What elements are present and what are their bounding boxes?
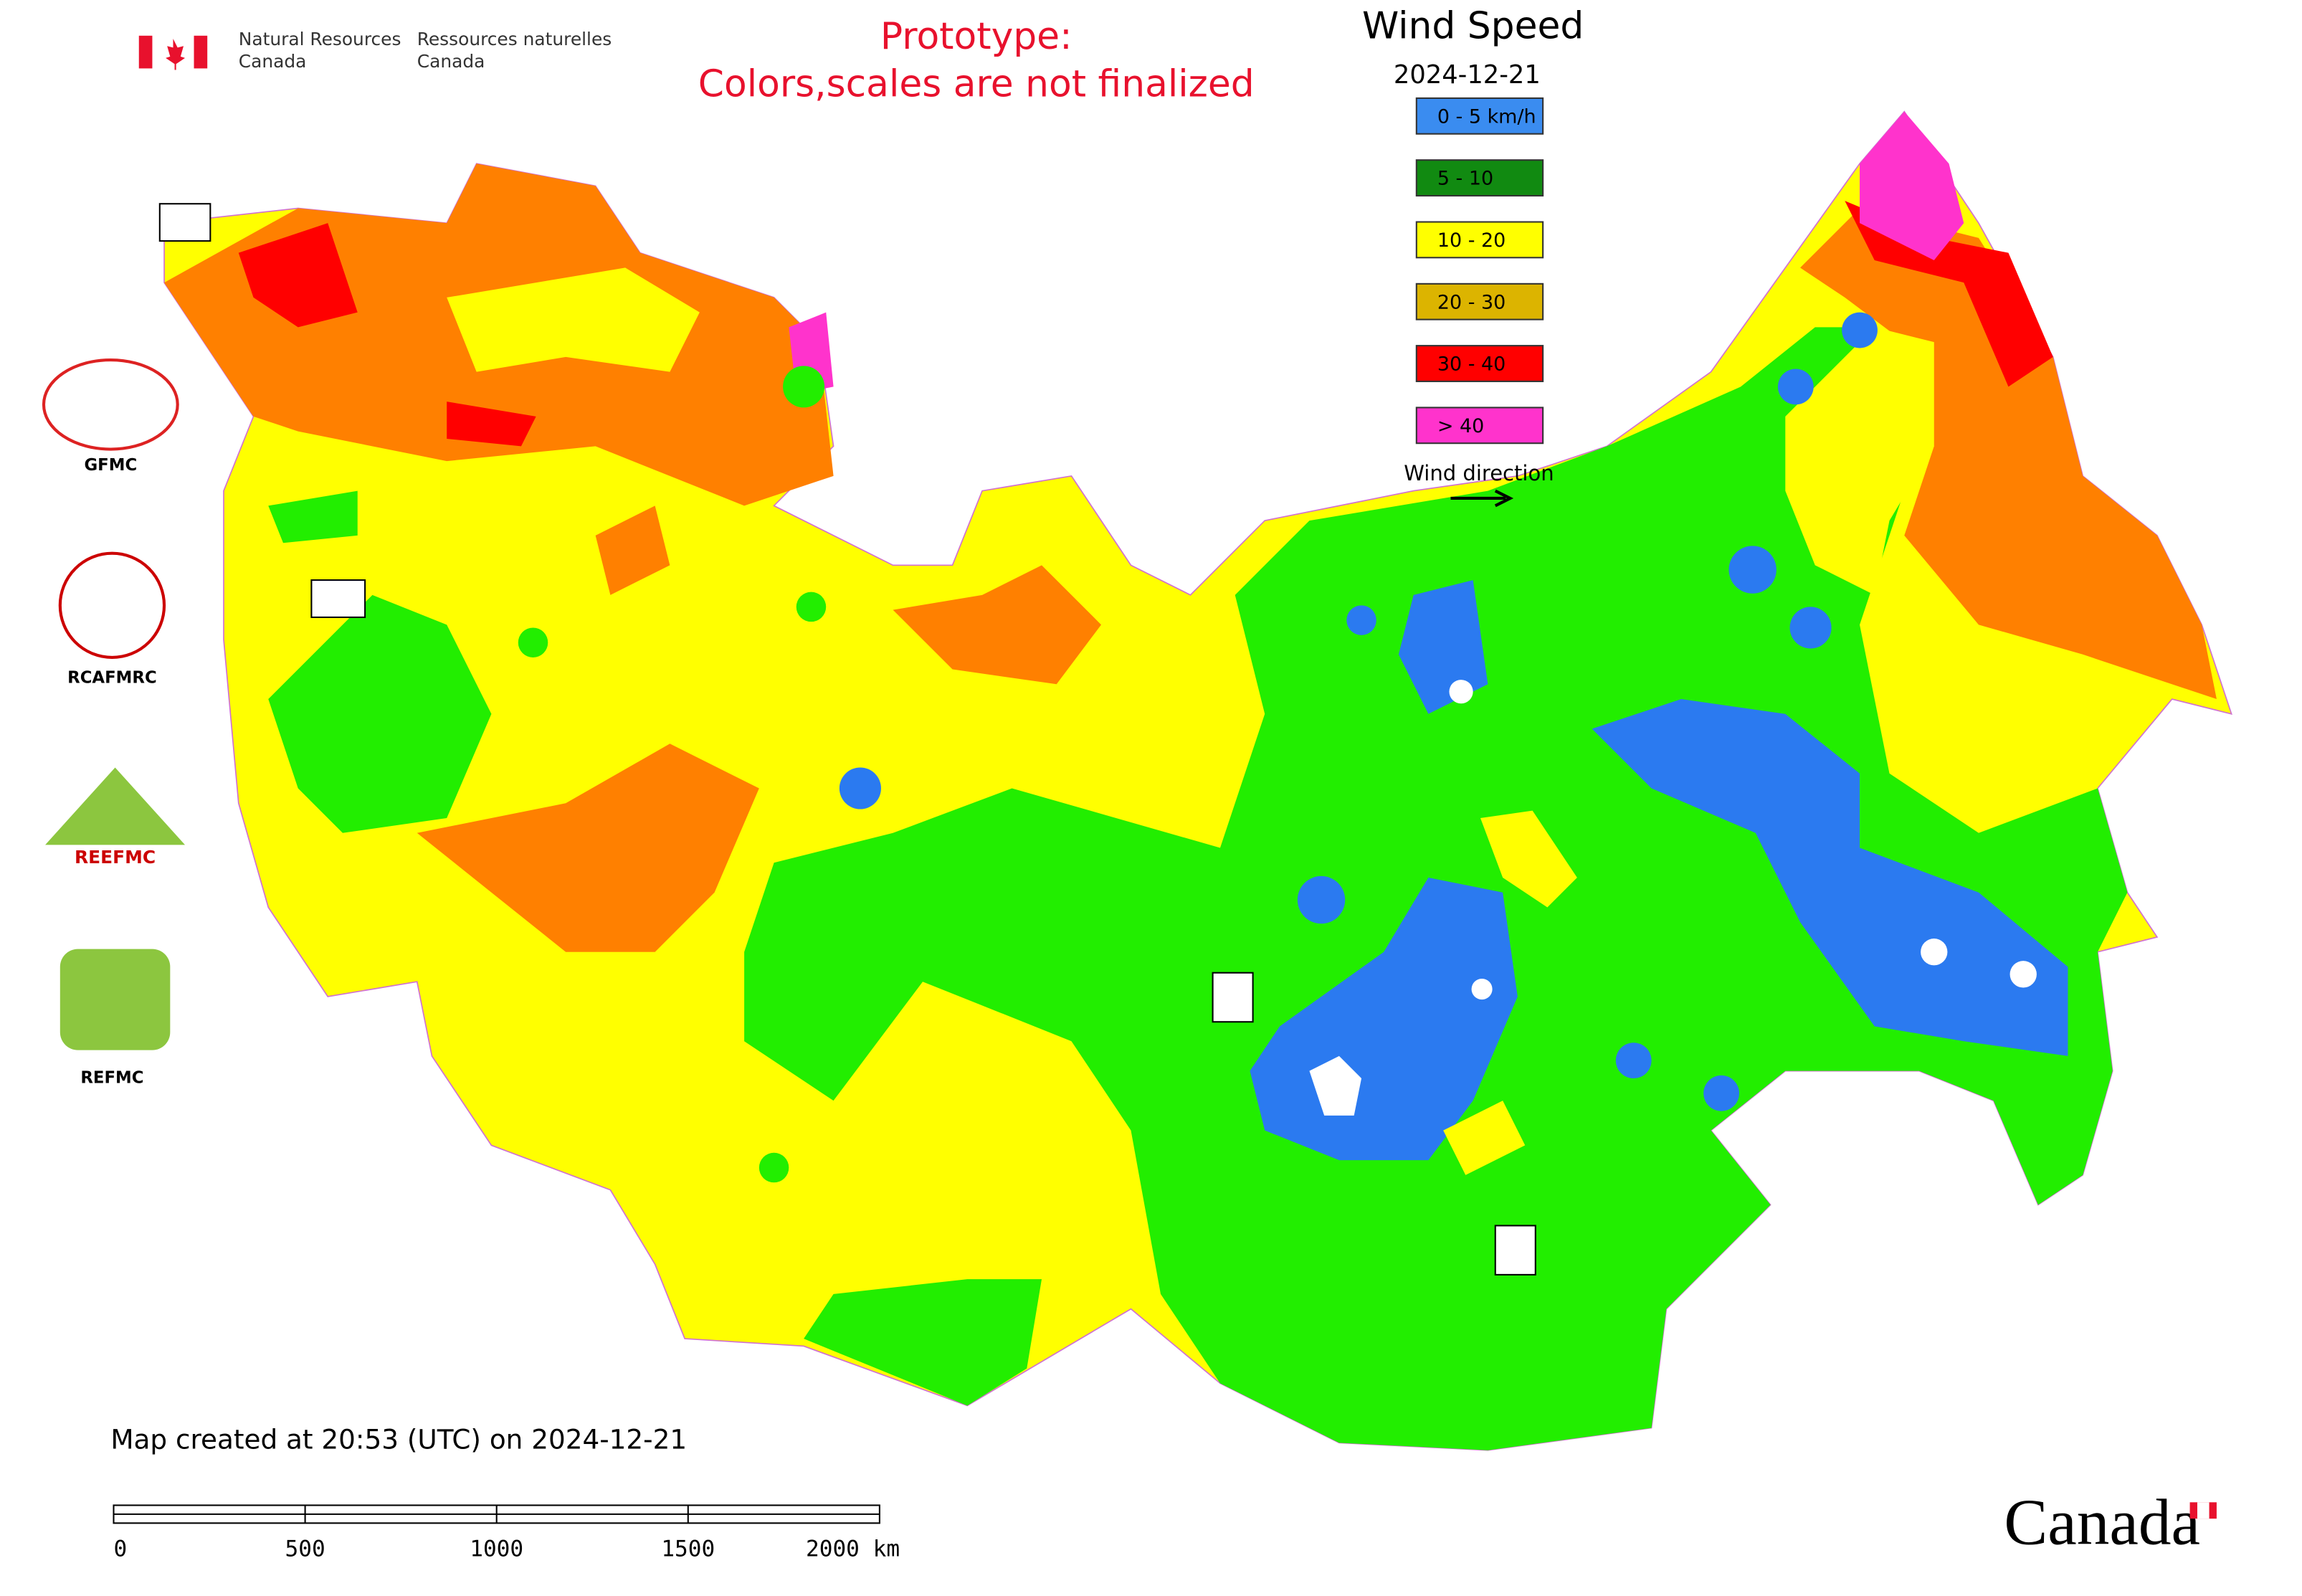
rcafmrc-logo xyxy=(58,551,166,660)
legend-swatch xyxy=(1415,407,1544,445)
legend-swatch xyxy=(1415,282,1544,320)
scale-bar: 0 500 1000 1500 2000 km xyxy=(113,1504,900,1562)
gfmc-logo xyxy=(42,358,179,451)
legend-label: 5 - 10 xyxy=(1437,168,1493,190)
spot xyxy=(1297,875,1346,924)
notice: Colors,scales are not finalized xyxy=(698,62,1255,105)
scale-label: 500 xyxy=(285,1536,325,1562)
zone-red xyxy=(238,223,536,447)
agency-en: Natural Resources xyxy=(239,29,401,49)
legend-label: > 40 xyxy=(1437,415,1484,437)
spot xyxy=(1728,546,1777,594)
agency-en: Canada xyxy=(239,51,307,72)
lake xyxy=(1471,979,1493,1000)
scale-label: 1500 xyxy=(661,1536,715,1562)
legend-label: 0 - 5 km/h xyxy=(1437,105,1536,128)
created-note: Map created at 20:53 (UTC) on 2024-12-21 xyxy=(110,1424,687,1455)
lake xyxy=(1449,680,1473,704)
lake xyxy=(1309,1055,1362,1116)
spot xyxy=(758,1152,789,1183)
spot xyxy=(1703,1075,1739,1111)
lake xyxy=(1921,939,1948,966)
spot xyxy=(839,767,881,809)
refmc-logo xyxy=(60,949,171,1050)
wordmark-flag xyxy=(2197,1502,2210,1519)
flag-bar xyxy=(138,35,153,69)
logo-label: GFMC xyxy=(84,456,137,475)
scale-label: 2000 km xyxy=(806,1536,900,1562)
zone-yellow xyxy=(1785,327,1934,595)
map-marker xyxy=(310,579,366,618)
legend-date: 2024-12-21 xyxy=(1394,60,1541,90)
zone-green xyxy=(268,327,2128,1450)
wordmark: Canada xyxy=(2004,1486,2200,1559)
nrcan-header: Natural Resources Canada Ressources natu… xyxy=(138,29,612,72)
notice: Prototype: xyxy=(880,15,1072,58)
scale-label: 1000 xyxy=(470,1536,523,1562)
legend-swatch xyxy=(1415,159,1544,197)
zone-red xyxy=(1845,201,2053,387)
zone-yellow xyxy=(447,267,700,372)
lake xyxy=(2010,961,2037,988)
lakes xyxy=(1309,680,2037,1116)
legend-swatch xyxy=(1415,221,1544,259)
direction-label: Wind direction xyxy=(1404,461,1554,485)
direction-arrow xyxy=(1450,489,1514,508)
legend-title: Wind Speed xyxy=(1362,4,1584,47)
logo-label: RCAFMRC xyxy=(67,668,157,687)
reefmc-logo xyxy=(45,767,186,845)
scale-label: 0 xyxy=(113,1536,127,1562)
zone-pink xyxy=(1860,111,1964,261)
logo-label: REEFMC xyxy=(75,847,156,868)
blue-spots xyxy=(839,312,1878,1111)
green-spots xyxy=(518,366,827,1183)
spot xyxy=(1789,607,1832,649)
map-marker xyxy=(1212,972,1254,1023)
maple-leaf xyxy=(166,38,186,70)
legend-swatch xyxy=(1415,97,1544,135)
legend-label: 30 - 40 xyxy=(1437,353,1506,376)
spot xyxy=(518,627,548,657)
legend-label: 10 - 20 xyxy=(1437,229,1506,252)
zone-blue xyxy=(1250,580,2068,1161)
zone-orange xyxy=(417,505,1102,952)
zone-yellow xyxy=(1443,810,1577,1175)
spot xyxy=(1777,369,1814,405)
spot xyxy=(1615,1042,1652,1079)
legend: Wind Speed 2024-12-21 Wind direction 0 -… xyxy=(1362,4,1584,508)
map xyxy=(163,110,2232,1451)
spot xyxy=(796,592,827,622)
spot xyxy=(1346,605,1376,635)
flag-bar xyxy=(194,35,208,69)
map-marker xyxy=(158,203,211,242)
agency-fr: Ressources naturelles xyxy=(417,29,612,49)
spot xyxy=(1842,312,1878,348)
agency-fr: Canada xyxy=(417,51,485,72)
map-marker xyxy=(1494,1225,1536,1276)
zone-orange xyxy=(1800,208,2217,700)
logos: GFMC RCAFMRC REEFMC REFMC xyxy=(42,203,1536,1276)
legend-swatch xyxy=(1415,345,1544,382)
spot xyxy=(783,366,825,408)
legend-label: 20 - 30 xyxy=(1437,291,1506,313)
logo-label: REFMC xyxy=(80,1069,143,1088)
